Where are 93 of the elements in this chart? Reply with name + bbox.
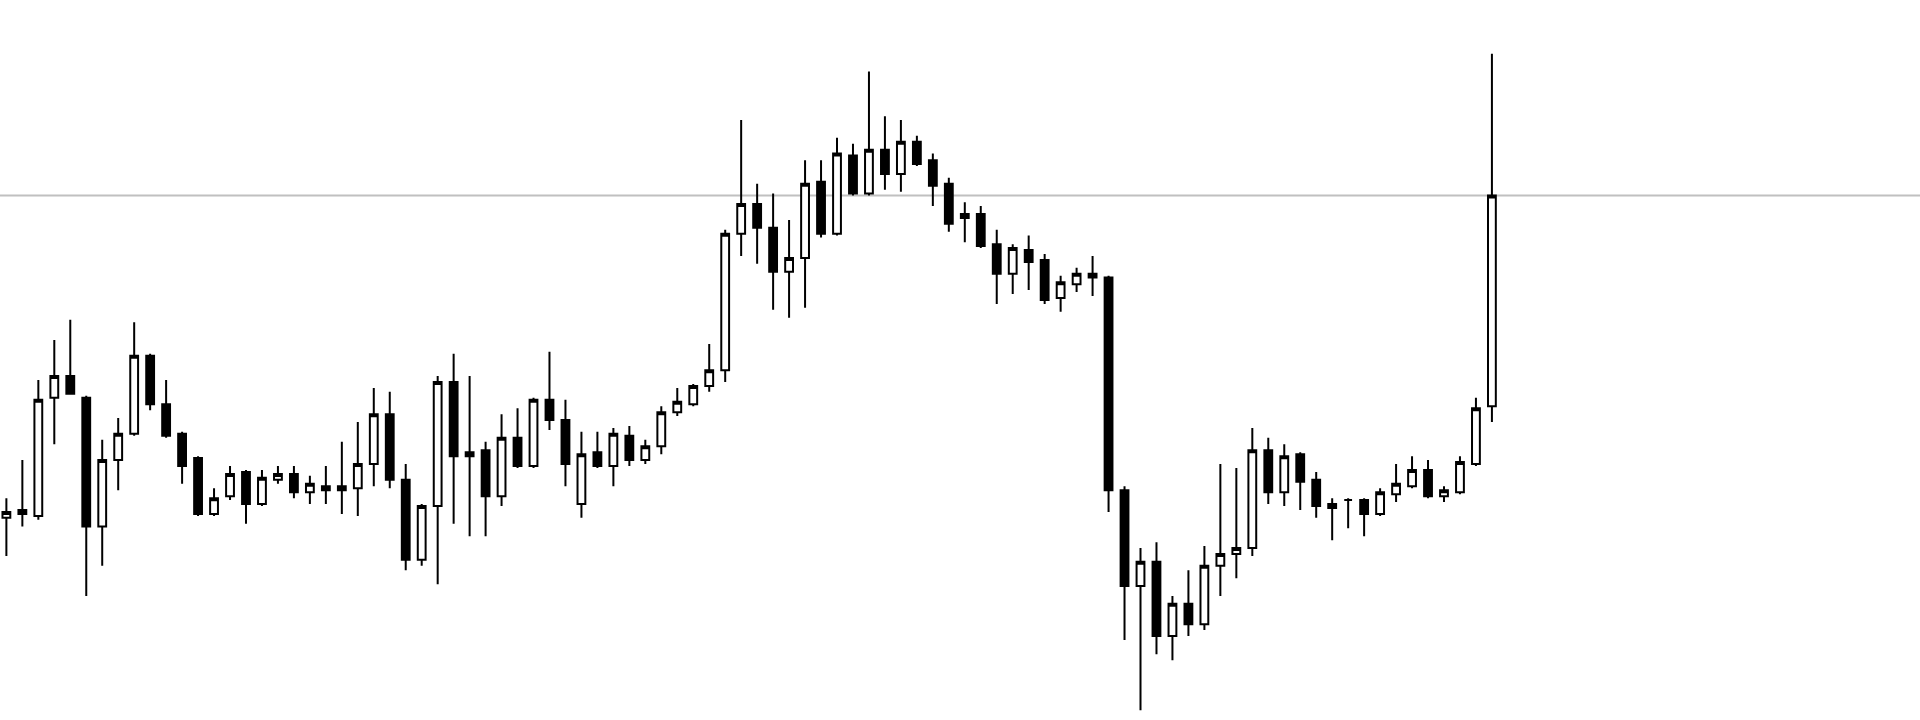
candlestick (1359, 497, 1370, 538)
candlestick (1263, 436, 1274, 506)
candlestick (384, 390, 395, 490)
candlestick (943, 176, 954, 233)
candlestick (1055, 274, 1066, 313)
candlestick (688, 382, 699, 408)
candlestick (209, 487, 219, 517)
candlestick (289, 465, 299, 500)
candlestick (864, 70, 874, 197)
candlestick (1471, 396, 1481, 467)
candlestick (1087, 254, 1098, 297)
candlestick (1487, 52, 1497, 424)
candlestick (1039, 253, 1050, 305)
candlestick (560, 398, 571, 488)
candlestick (161, 379, 172, 439)
candlestick (608, 426, 619, 488)
candlestick (496, 413, 507, 508)
candlestick (257, 468, 267, 508)
candlestick (320, 465, 331, 506)
candlestick (193, 455, 203, 517)
candlestick (1119, 485, 1130, 641)
candlestick (848, 142, 858, 197)
candlestick (432, 375, 443, 586)
candlestick (33, 379, 44, 521)
candlestick (1151, 541, 1162, 656)
candlestick (911, 134, 922, 168)
candlestick (768, 192, 779, 311)
candlestick (368, 386, 379, 488)
candlestick (1423, 459, 1433, 500)
candlestick (656, 405, 667, 456)
candlestick (352, 421, 363, 517)
candlestick (336, 440, 347, 515)
candlestick (177, 430, 187, 485)
candlestick (1023, 234, 1034, 292)
candlestick (895, 119, 906, 193)
candlestick (1103, 274, 1114, 513)
candlestick (1167, 594, 1178, 662)
candlestick (113, 417, 124, 492)
candlestick (1231, 466, 1242, 580)
candlestick (1279, 443, 1290, 508)
candlestick (816, 159, 826, 239)
candlestick (880, 115, 890, 191)
candlestick (97, 438, 108, 567)
candlestick (1391, 463, 1401, 504)
candlestick (464, 375, 475, 538)
candlestick (784, 218, 794, 319)
candlestick (528, 396, 539, 469)
candlestick (129, 321, 140, 437)
candlestick (1455, 455, 1465, 496)
candlestick (480, 440, 491, 538)
candlestick (1247, 426, 1258, 557)
candlestick (17, 459, 28, 528)
candlestick (1311, 470, 1322, 519)
candlestick (991, 228, 1002, 305)
candlestick (65, 318, 76, 395)
candlestick (720, 228, 731, 383)
candlestick (1007, 243, 1018, 296)
candlestick (1071, 266, 1082, 294)
candlestick (1215, 463, 1226, 597)
candlestick (704, 342, 715, 393)
candlestick (752, 182, 763, 265)
candlestick (544, 350, 555, 431)
candlestick (49, 338, 60, 446)
candlestick (640, 438, 651, 466)
candlestick (959, 201, 970, 244)
candlestick (832, 136, 842, 237)
candlestick (273, 465, 283, 485)
candlestick (672, 386, 683, 418)
candlestick (400, 463, 411, 572)
candlestick (1199, 545, 1210, 632)
candlestick (1375, 487, 1386, 517)
candlestick (145, 352, 156, 412)
candlestick (1327, 497, 1338, 542)
candlestick (927, 152, 938, 208)
candlestick (1295, 451, 1306, 511)
candlestick (241, 468, 251, 525)
candlestick (624, 424, 635, 467)
candlestick (736, 119, 747, 257)
candlestick (1183, 569, 1194, 637)
candlestick (576, 430, 587, 519)
candlestick (1135, 547, 1146, 712)
candlestick (304, 474, 315, 506)
candlestick (512, 407, 523, 469)
candlestick (1343, 497, 1354, 530)
candlestick (81, 394, 92, 597)
candlestick (800, 159, 810, 309)
candlestick (225, 465, 235, 502)
candlestick (975, 205, 986, 250)
candlestick (1407, 455, 1417, 490)
candlestick (592, 430, 603, 469)
candlestick (1439, 485, 1449, 504)
candlestick (416, 503, 427, 567)
candlestick (448, 352, 459, 525)
